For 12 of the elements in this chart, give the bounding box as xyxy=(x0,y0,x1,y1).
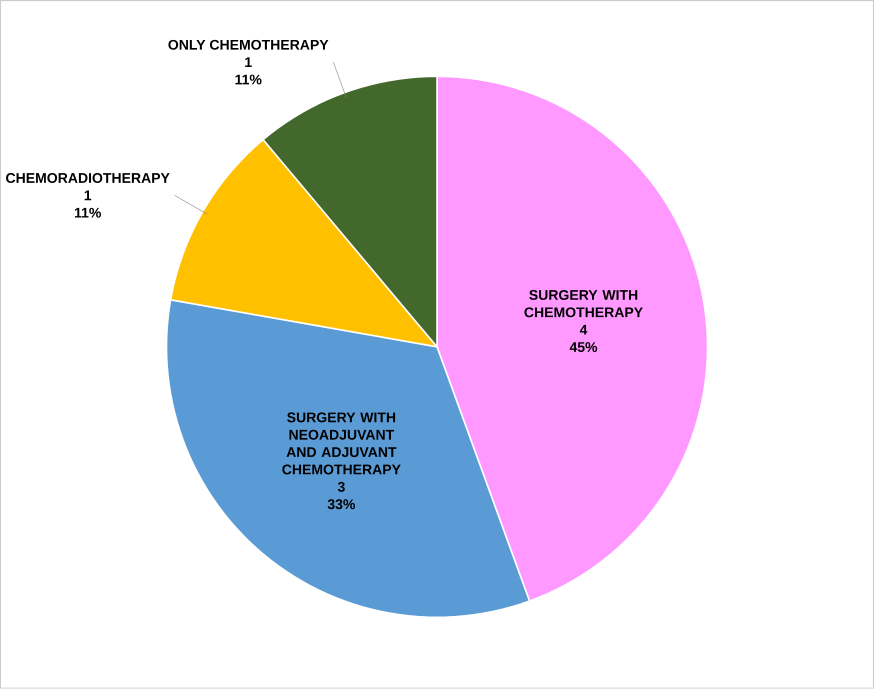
slice-label: CHEMORADIOTHERAPY xyxy=(6,173,170,184)
data-label: 3 xyxy=(338,482,345,492)
slice-label: SURGERY WITH CHEMOTHERAPY xyxy=(524,290,643,318)
data-label: 1 xyxy=(245,58,252,68)
text: 33% xyxy=(328,499,356,510)
slice-label: ONLY CHEMOTHERAPY xyxy=(168,40,328,50)
text: 45% xyxy=(570,342,598,352)
data-label: 4 xyxy=(580,325,588,335)
text: 11% xyxy=(235,74,262,85)
text: 11% xyxy=(74,208,101,218)
data-label: 1 xyxy=(84,190,92,200)
slice-label: SURGERY WITH NEOADJUVANT AND ADJUVANT CHEMOTHERAPY xyxy=(282,412,401,475)
